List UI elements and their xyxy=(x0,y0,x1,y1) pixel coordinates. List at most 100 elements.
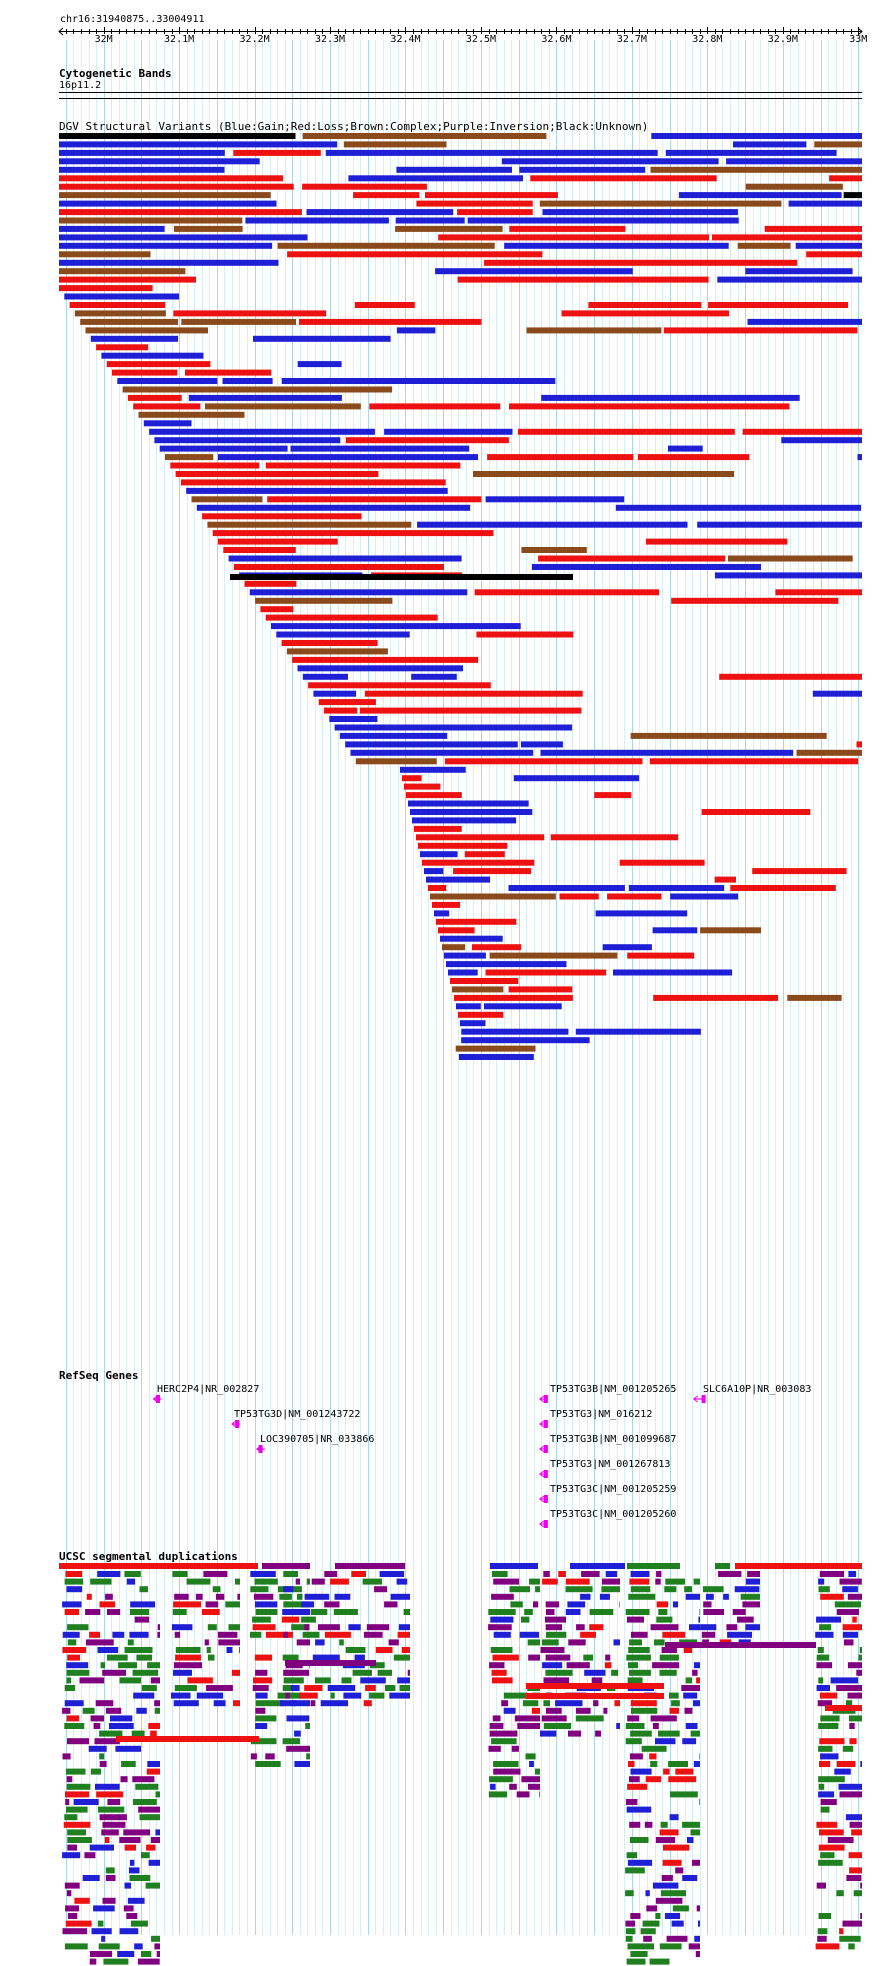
segdup-block[interactable] xyxy=(283,1593,289,1600)
segdup-block[interactable] xyxy=(95,1783,120,1790)
segdup-block[interactable] xyxy=(306,1578,310,1585)
segdup-block[interactable] xyxy=(262,1563,310,1569)
segdup-block[interactable] xyxy=(627,1943,655,1950)
segdup-block[interactable] xyxy=(827,1837,854,1843)
dgv-variant[interactable] xyxy=(265,462,461,469)
segdup-block[interactable] xyxy=(625,1738,642,1745)
segdup-block[interactable] xyxy=(304,1685,323,1691)
segdup-block[interactable] xyxy=(291,1624,310,1631)
dgv-variant[interactable] xyxy=(233,564,444,570)
segdup-block[interactable] xyxy=(66,1662,89,1669)
refseq-genes-track[interactable] xyxy=(152,1395,706,1528)
segdup-block[interactable] xyxy=(684,1586,692,1593)
segdup-block[interactable] xyxy=(629,1639,642,1646)
segdup-block[interactable] xyxy=(280,1700,297,1707)
segdup-block[interactable] xyxy=(90,1578,112,1585)
dgv-variant[interactable] xyxy=(410,809,533,815)
segdup-block[interactable] xyxy=(668,1776,697,1783)
segdup-block[interactable] xyxy=(509,1783,517,1790)
dgv-variant[interactable] xyxy=(180,479,446,486)
segdup-block[interactable] xyxy=(64,1882,80,1889)
segdup-block[interactable] xyxy=(310,1609,328,1615)
segdup-block[interactable] xyxy=(847,1593,862,1600)
segdup-block[interactable] xyxy=(581,1571,600,1577)
segdup-block[interactable] xyxy=(820,1715,840,1722)
segdup-block[interactable] xyxy=(747,1571,760,1577)
dgv-variant[interactable] xyxy=(359,707,582,714)
segdup-block[interactable] xyxy=(652,1662,680,1669)
segdup-block[interactable] xyxy=(848,1943,855,1950)
segdup-block[interactable] xyxy=(283,1677,304,1684)
dgv-variant[interactable] xyxy=(733,141,807,148)
segdup-block[interactable] xyxy=(681,1685,700,1691)
segdup-block[interactable] xyxy=(565,1578,590,1585)
segdup-block[interactable] xyxy=(683,1647,693,1653)
dgv-variant[interactable] xyxy=(223,547,296,553)
segdup-block[interactable] xyxy=(129,1859,135,1866)
segdup-block[interactable] xyxy=(819,1692,838,1699)
dgv-variant[interactable] xyxy=(509,225,626,232)
dgv-variant[interactable] xyxy=(59,225,165,232)
segdup-block[interactable] xyxy=(611,1669,619,1676)
dgv-variant[interactable] xyxy=(369,403,501,410)
dgv-variant[interactable] xyxy=(159,445,288,452)
segdup-block[interactable] xyxy=(294,1730,301,1737)
dgv-variant[interactable] xyxy=(444,952,486,959)
segdup-block[interactable] xyxy=(642,1920,660,1927)
dgv-variant[interactable] xyxy=(520,741,563,748)
dgv-variant[interactable] xyxy=(175,471,379,477)
segdup-block[interactable] xyxy=(174,1685,197,1691)
segdup-block[interactable] xyxy=(521,1776,540,1783)
segdup-block[interactable] xyxy=(625,1890,634,1897)
segdup-block[interactable] xyxy=(67,1654,80,1661)
dgv-variant[interactable] xyxy=(575,1028,701,1035)
dgv-variant[interactable] xyxy=(281,378,556,384)
segdup-block[interactable] xyxy=(616,1723,620,1729)
segdup-block[interactable] xyxy=(640,1928,656,1935)
segdup-block[interactable] xyxy=(700,1624,717,1631)
segdup-block[interactable] xyxy=(545,1624,562,1631)
dgv-variant[interactable] xyxy=(619,859,705,866)
dgv-variant[interactable] xyxy=(196,504,471,511)
segdup-block[interactable] xyxy=(546,1707,562,1714)
segdup-block[interactable] xyxy=(693,1578,700,1585)
segdup-block[interactable] xyxy=(147,1761,160,1767)
gene-label[interactable]: TP53TG3|NM_016212 xyxy=(550,1409,653,1420)
segdup-block[interactable] xyxy=(377,1669,392,1676)
segdup-block[interactable] xyxy=(86,1593,92,1600)
segdup-block[interactable] xyxy=(491,1571,508,1577)
segdup-block[interactable] xyxy=(99,1761,107,1767)
segdup-block[interactable] xyxy=(742,1601,760,1608)
dgv-variant[interactable] xyxy=(290,445,470,452)
segdup-block[interactable] xyxy=(535,1586,540,1593)
segdup-block[interactable] xyxy=(99,1601,116,1608)
segdup-block[interactable] xyxy=(815,1631,834,1638)
segdup-block[interactable] xyxy=(146,1844,156,1851)
segdup-block[interactable] xyxy=(589,1624,604,1631)
segdup-block[interactable] xyxy=(692,1859,700,1866)
dgv-variant[interactable] xyxy=(485,969,607,976)
segdup-block[interactable] xyxy=(102,1897,116,1904)
segdup-block[interactable] xyxy=(335,1563,405,1569)
segdup-block[interactable] xyxy=(619,1601,620,1608)
segdup-block[interactable] xyxy=(522,1700,539,1707)
segdup-block[interactable] xyxy=(628,1647,650,1653)
segdup-block[interactable] xyxy=(820,1799,837,1805)
segdup-block[interactable] xyxy=(90,1715,104,1722)
segdup-block[interactable] xyxy=(148,1859,160,1866)
dgv-variant[interactable] xyxy=(531,564,761,570)
segdup-block[interactable] xyxy=(671,1920,684,1927)
segdup-block[interactable] xyxy=(847,1692,863,1699)
segdup-block[interactable] xyxy=(175,1647,201,1653)
segdup-block[interactable] xyxy=(65,1768,86,1775)
segdup-block[interactable] xyxy=(174,1631,181,1638)
segdup-block[interactable] xyxy=(614,1700,620,1707)
dgv-variant[interactable] xyxy=(90,335,179,342)
segdup-block[interactable] xyxy=(580,1631,596,1638)
dgv-variant[interactable] xyxy=(408,800,529,807)
dgv-variant[interactable] xyxy=(476,631,574,638)
dgv-variant[interactable] xyxy=(508,986,573,993)
dgv-variant[interactable] xyxy=(457,276,709,283)
segdup-block[interactable] xyxy=(250,1631,262,1638)
segdup-block[interactable] xyxy=(65,1920,92,1927)
